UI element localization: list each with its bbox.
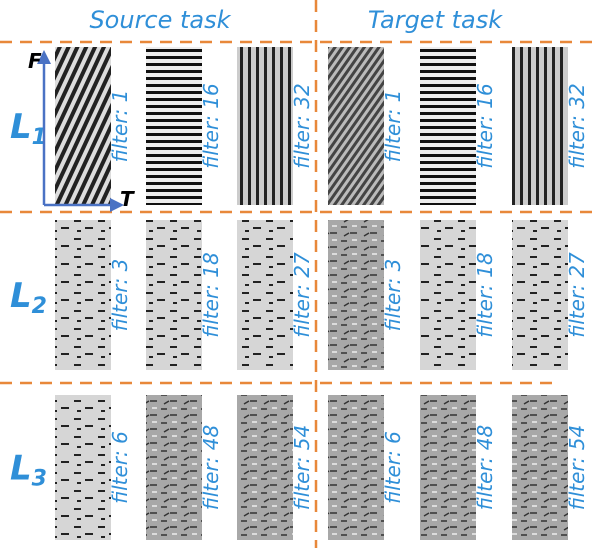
filter-label: filter: 54 <box>290 425 314 510</box>
filter-image <box>512 220 568 370</box>
filter-label: filter: 1 <box>381 90 405 163</box>
filter-label: filter: 3 <box>108 259 132 332</box>
filter-image <box>146 47 202 205</box>
filter-label: filter: 16 <box>473 83 497 168</box>
filter-label: filter: 48 <box>473 425 497 510</box>
filter-image <box>146 395 202 540</box>
filter-label: filter: 1 <box>108 90 132 163</box>
filter-image <box>328 47 384 205</box>
layer-name: L <box>10 107 32 147</box>
source-header: Source task <box>89 6 231 34</box>
filter-image <box>328 395 384 540</box>
filter-image <box>420 47 476 205</box>
filter-image <box>328 220 384 370</box>
layer-name: L <box>10 449 32 489</box>
filter-image <box>420 220 476 370</box>
filter-image <box>512 47 568 205</box>
layer-label: L3 <box>10 449 47 492</box>
filter-image <box>55 395 111 540</box>
t-axis-label: T <box>120 187 135 211</box>
filter-image <box>55 47 111 205</box>
filter-image <box>420 395 476 540</box>
figure: Source task Target task L1 filter: 1 filte… <box>0 0 598 548</box>
filter-image <box>512 395 568 540</box>
filter-label: filter: 27 <box>565 252 589 338</box>
f-axis-label: F <box>28 49 42 73</box>
filter-label: filter: 3 <box>381 259 405 332</box>
filter-label: filter: 6 <box>381 431 405 504</box>
target-header: Target task <box>368 6 503 34</box>
filter-label: filter: 48 <box>199 425 223 510</box>
filter-label: filter: 18 <box>199 252 223 337</box>
filter-image <box>55 220 111 370</box>
filter-image <box>146 220 202 370</box>
layer-label: L2 <box>10 276 47 319</box>
filter-label: filter: 18 <box>473 252 497 337</box>
filter-label: filter: 32 <box>565 83 589 168</box>
filter-image <box>237 47 293 205</box>
layer-index: 2 <box>32 294 47 319</box>
filter-label: filter: 6 <box>108 431 132 504</box>
filter-image <box>237 395 293 540</box>
filter-label: filter: 27 <box>290 252 314 338</box>
filter-label: filter: 32 <box>290 83 314 168</box>
filter-label: filter: 54 <box>565 425 589 510</box>
filter-label: filter: 16 <box>199 83 223 168</box>
layer-index: 3 <box>32 467 47 492</box>
filter-image <box>237 220 293 370</box>
layer-label: L1 <box>10 107 47 150</box>
layer-name: L <box>10 276 32 316</box>
